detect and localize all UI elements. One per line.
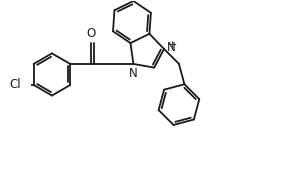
Text: +: + [168, 40, 178, 50]
Text: N: N [129, 67, 138, 80]
Text: Cl: Cl [9, 79, 21, 91]
Text: O: O [87, 27, 96, 40]
Text: N: N [167, 41, 175, 54]
